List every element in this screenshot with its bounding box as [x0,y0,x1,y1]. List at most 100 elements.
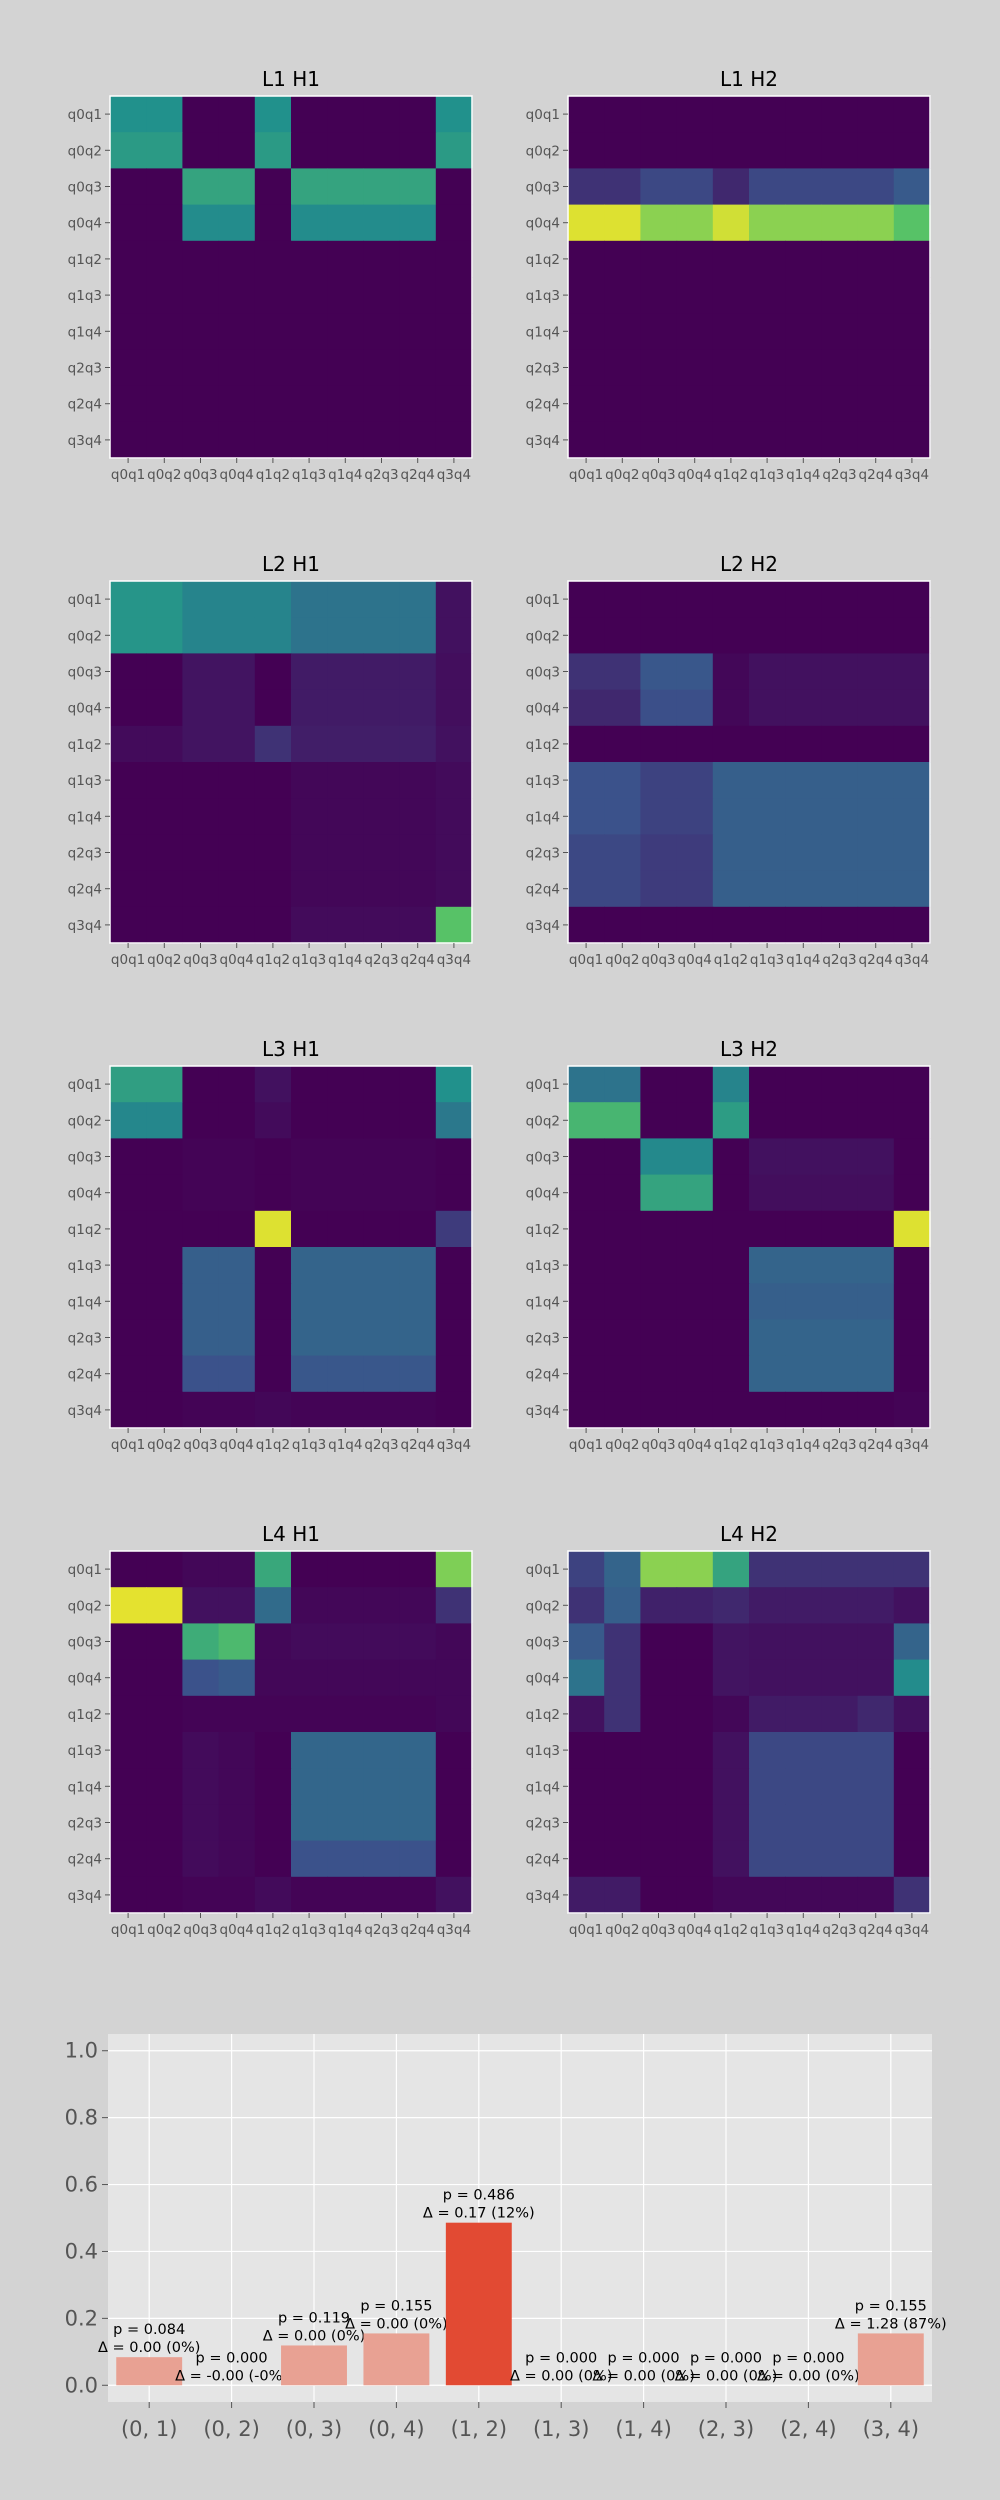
heatmap-cell [676,834,714,872]
heatmap-cell [218,240,256,278]
heatmap-cell [640,277,678,314]
heatmap-cell [146,1319,183,1357]
heatmap-cell [399,1804,437,1842]
heatmap-cell [291,1840,328,1878]
heatmap-cell [110,762,147,799]
heatmap-cell [254,1138,292,1176]
heatmap-3: L2 H1q0q1q0q2q0q3q0q4q1q2q1q3q1q4q2q3q2q… [68,552,473,968]
y-tick-label: q0q1 [68,1077,102,1093]
x-tick-label: q2q3 [822,467,856,483]
heatmap-cell [327,834,364,872]
heatmap-cell [821,1623,859,1661]
y-tick-label: q1q3 [68,1743,102,1759]
heatmap-frame [567,580,931,944]
heatmap-cell [857,1551,895,1588]
heatmap-cell [399,1659,437,1697]
heatmap-cell [640,1659,678,1697]
heatmap-cell [146,240,183,278]
heatmap-cell [568,1732,605,1769]
heatmap-cell [604,1768,641,1805]
x-tick-label: q1q3 [292,467,326,483]
heatmap-cell [676,313,714,350]
heatmap-cell [110,1066,147,1103]
heatmap-cell [640,906,678,944]
heatmap-cell [568,313,605,350]
heatmap-cell [821,240,859,278]
heatmap-cell [640,1876,678,1914]
heatmap-cell [399,349,437,387]
heatmap-cell [435,1804,473,1842]
heatmap-cell [146,277,183,314]
heatmap-cell [604,1283,641,1320]
y-tick-label: q3q4 [526,918,560,934]
heatmap-cell [182,1695,220,1733]
heatmap-cell [110,1804,147,1842]
heatmap-cell [893,1804,931,1842]
heatmap-cell [218,132,256,169]
heatmap-cell [254,581,292,618]
heatmap-frame [567,1550,931,1914]
x-tick-label: q1q3 [750,1437,784,1453]
heatmap-cell [676,132,714,169]
heatmap-cell [604,1391,641,1429]
heatmap-cell [676,725,714,763]
heatmap-cell [218,349,256,387]
bar-p-label: p = 0.084 [113,2322,185,2338]
heatmap-cell [785,1355,822,1393]
heatmap-cell [182,313,220,350]
heatmap-cell [146,1876,183,1914]
heatmap-cell [435,1623,473,1661]
heatmap-cell [640,870,678,908]
x-tick-label: q1q4 [328,1437,362,1453]
x-tick-label: q3q4 [437,467,471,483]
heatmap-cell [893,1138,931,1176]
heatmap-cell [110,132,147,169]
heatmap-cell [146,313,183,350]
y-tick-label: q0q2 [526,1113,560,1129]
y-tick-label: q3q4 [68,1888,102,1904]
heatmap-cell [568,1695,605,1733]
x-tick-label: q0q4 [220,1437,254,1453]
x-tick-label: q1q4 [328,952,362,968]
heatmap-cell [893,313,931,350]
heatmap-cell [363,204,401,242]
heatmap-cell [568,1551,605,1588]
heatmap-cell [218,1695,256,1733]
heatmap-cell [785,1391,822,1429]
heatmap-cell [640,1391,678,1429]
heatmap-cell [785,1804,822,1842]
heatmap-cell [893,870,931,908]
heatmap-cell [640,1804,678,1842]
heatmap-cell [399,168,437,206]
heatmap-cell [604,1138,641,1176]
heatmap-cell [857,689,895,727]
heatmap-cell [254,906,292,944]
heatmap-cell [435,689,473,727]
heatmap-cell [435,277,473,314]
y-tick-label: q1q3 [526,1258,560,1274]
heatmap-cell [640,1066,678,1103]
heatmap-cell [182,132,220,169]
heatmap-cell [604,1587,641,1624]
bar-p-label: p = 0.000 [690,2350,762,2366]
heatmap-cell [110,1623,147,1661]
heatmap-cell [640,1174,678,1212]
heatmap-cell [182,1066,220,1103]
heatmap-cell [640,349,678,387]
heatmap-cell [857,1804,895,1842]
heatmap-cell [785,1876,822,1914]
bar-delta-label: Δ = 0.00 (0%) [98,2340,201,2356]
heatmap-cell [604,132,641,169]
heatmap-cell [327,1391,364,1429]
heatmap-cell [254,1210,292,1248]
heatmap-cell [712,689,750,727]
heatmap-cell [640,653,678,691]
heatmap-cell [363,617,401,654]
heatmap-cell [327,1551,364,1588]
heatmap-cell [821,1138,859,1176]
heatmap-cell [857,906,895,944]
heatmap-cell [363,653,401,691]
heatmap-cell [291,1768,328,1805]
heatmap-cell [254,1102,292,1139]
heatmap-cell [857,168,895,206]
